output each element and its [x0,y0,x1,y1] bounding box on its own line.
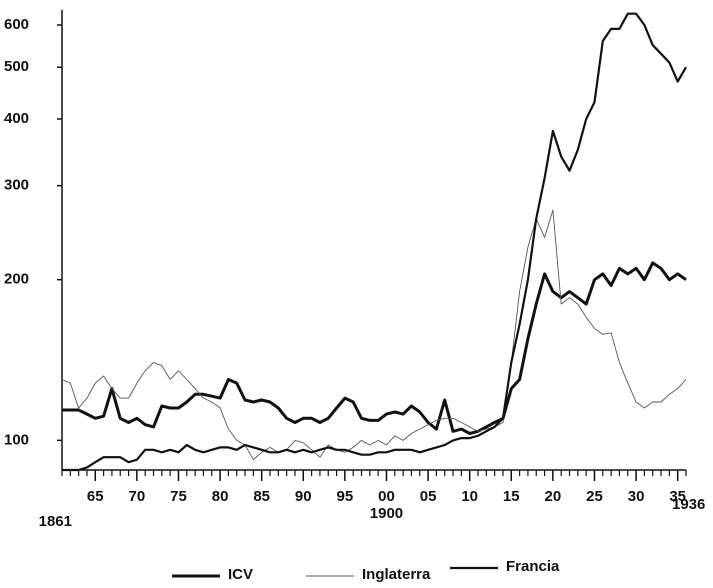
series-line [61,209,687,461]
x-tick-label: 15 [503,488,520,505]
x-tick-label: 35 [669,488,686,505]
x-year-label: 1861 [39,513,72,530]
legend-label: Inglaterra [362,566,431,583]
series-line [62,12,687,472]
y-tick-label: 100 [4,431,29,448]
legend-label: Francia [506,558,560,575]
x-tick-label: 65 [87,488,104,505]
y-tick-label: 500 [4,58,29,75]
y-tick-label: 300 [4,177,29,194]
x-tick-label: 25 [586,488,603,505]
x-tick-label: 30 [628,488,645,505]
x-tick-label: 80 [212,488,229,505]
legend-label: ICV [228,566,253,583]
x-tick-label: 20 [545,488,562,505]
series-line [62,261,687,435]
x-tick-label: 00 [378,488,395,505]
x-tick-label: 95 [337,488,354,505]
x-tick-label: 05 [420,488,437,505]
x-tick-label: 70 [129,488,146,505]
x-year-label: 1900 [370,505,403,522]
x-tick-label: 75 [170,488,187,505]
y-tick-label: 600 [4,16,29,33]
x-year-label: 1936 [672,496,705,513]
x-tick-label: 90 [295,488,312,505]
y-tick-label: 400 [4,110,29,127]
x-tick-label: 10 [461,488,478,505]
x-tick-label: 85 [253,488,270,505]
y-tick-label: 200 [4,271,29,288]
